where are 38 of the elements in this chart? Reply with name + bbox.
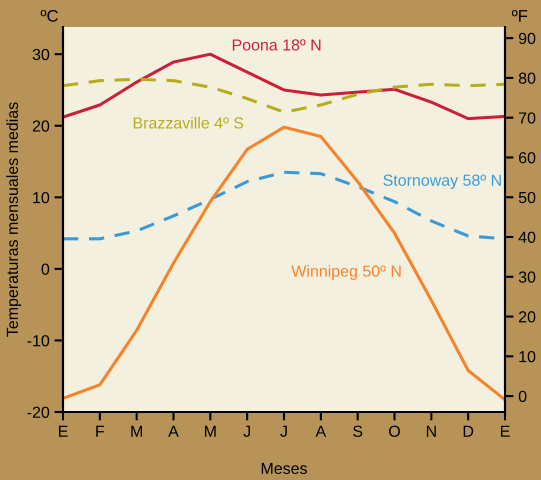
x-tick-label: A (168, 426, 179, 437)
y-tick-label: 0 (42, 264, 50, 275)
series-label: Poona 18º N (232, 39, 320, 51)
y-axis-title: Temperaturas mensuales medias (6, 102, 22, 337)
y2-tick-label: 40 (518, 232, 536, 243)
y2-axis-title: ºF (512, 10, 528, 22)
x-tick-label: A (316, 426, 326, 437)
series-label: Brazzaville 4º S (134, 116, 244, 129)
y-tick-label: 30 (32, 48, 50, 60)
x-tick-label: E (500, 426, 510, 437)
y-tick-label: -10 (27, 335, 50, 346)
series-label: Winnipeg 50º N (291, 265, 401, 280)
y2-tick-label: 50 (518, 192, 536, 204)
series-label: Stornoway 58º N (383, 174, 501, 190)
x-tick-label: S (353, 426, 362, 437)
x-tick-label: E (58, 426, 68, 437)
y2-tick-label: 70 (519, 112, 536, 124)
y2-tick-label: 20 (519, 311, 536, 322)
x-tick-label: M (204, 426, 216, 437)
y2-tick-label: 90 (518, 32, 536, 44)
x-tick-label: D (464, 426, 474, 437)
y2-tick-label: 80 (518, 72, 536, 84)
y-tick-label: 20 (32, 120, 50, 132)
x-axis-title: Meses (262, 462, 307, 474)
y2-tick-label: 60 (519, 152, 536, 164)
y2-tick-label: 10 (519, 350, 536, 362)
x-tick-label: M (131, 426, 142, 437)
x-tick-label: J (243, 426, 250, 437)
x-tick-label: O (389, 426, 400, 437)
x-tick-label: N (426, 426, 436, 437)
y2-tick-label: 30 (518, 271, 536, 283)
y2-tick-label: 0 (518, 390, 526, 402)
line-series (63, 78, 505, 114)
text: ºC (40, 10, 58, 22)
x-tick-label: F (96, 426, 104, 437)
y-tick-label: 10 (33, 192, 50, 204)
x-tick-label: J (280, 426, 287, 437)
y-tick-label: -20 (27, 406, 50, 418)
